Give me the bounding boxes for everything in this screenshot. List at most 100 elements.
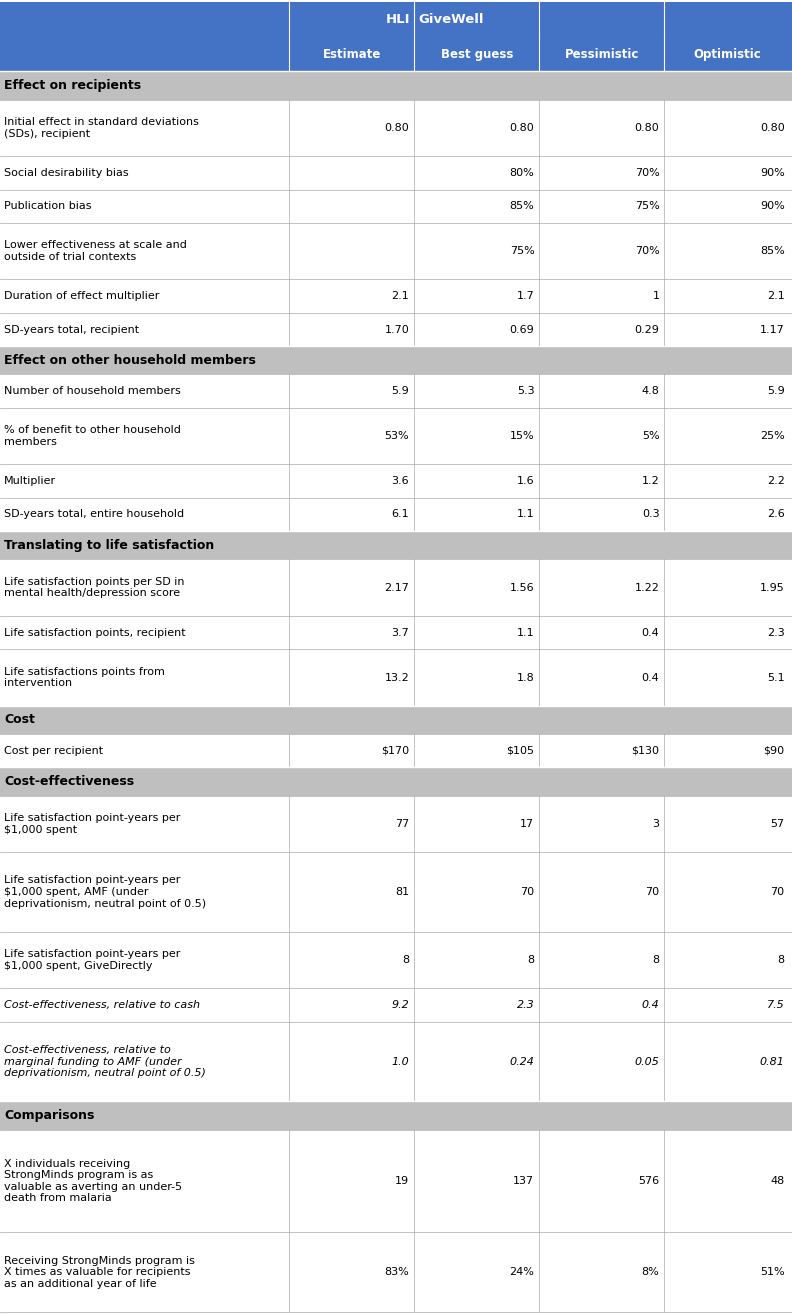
Text: 0.4: 0.4 <box>642 628 660 637</box>
Text: 3.6: 3.6 <box>391 476 409 486</box>
Text: X individuals receiving
StrongMinds program is as
valuable as averting an under-: X individuals receiving StrongMinds prog… <box>4 1159 182 1204</box>
Text: 75%: 75% <box>509 246 535 256</box>
Text: 24%: 24% <box>509 1267 535 1277</box>
Bar <box>0 767 792 796</box>
Text: $170: $170 <box>381 746 409 756</box>
Text: Cost-effectiveness, relative to cash: Cost-effectiveness, relative to cash <box>4 1000 200 1010</box>
Text: 0.80: 0.80 <box>760 124 785 133</box>
Text: $105: $105 <box>506 746 535 756</box>
Text: 70%: 70% <box>634 168 660 177</box>
Text: 19: 19 <box>395 1176 409 1187</box>
Text: 1: 1 <box>653 292 660 301</box>
Text: 5%: 5% <box>642 431 660 442</box>
Text: Optimistic: Optimistic <box>693 49 761 62</box>
Text: Life satisfaction points per SD in
mental health/depression score: Life satisfaction points per SD in menta… <box>4 577 185 598</box>
Text: Life satisfaction point-years per
$1,000 spent, AMF (under
deprivationism, neutr: Life satisfaction point-years per $1,000… <box>4 875 206 908</box>
Text: 0.05: 0.05 <box>634 1056 660 1067</box>
Bar <box>0 407 792 464</box>
Text: 1.17: 1.17 <box>760 325 785 335</box>
Text: Initial effect in standard deviations
(SDs), recipient: Initial effect in standard deviations (S… <box>4 117 199 139</box>
Text: 1.22: 1.22 <box>634 582 660 593</box>
Text: 1.56: 1.56 <box>510 582 535 593</box>
Bar <box>0 223 792 280</box>
Text: $90: $90 <box>763 746 785 756</box>
Text: Cost-effectiveness, relative to
marginal funding to AMF (under
deprivationism, n: Cost-effectiveness, relative to marginal… <box>4 1045 206 1079</box>
Text: 9.2: 9.2 <box>391 1000 409 1010</box>
Text: SD-years total, recipient: SD-years total, recipient <box>4 325 139 335</box>
Bar <box>0 1022 792 1101</box>
Text: Life satisfaction point-years per
$1,000 spent, GiveDirectly: Life satisfaction point-years per $1,000… <box>4 949 181 971</box>
Text: Life satisfaction point-years per
$1,000 spent: Life satisfaction point-years per $1,000… <box>4 813 181 834</box>
Text: 5.1: 5.1 <box>767 673 785 682</box>
Text: HLI: HLI <box>386 13 410 26</box>
Bar <box>0 346 792 374</box>
Text: 0.4: 0.4 <box>642 1000 660 1010</box>
Bar <box>0 280 792 313</box>
Text: 13.2: 13.2 <box>384 673 409 682</box>
Text: 85%: 85% <box>760 246 785 256</box>
Bar <box>0 156 792 189</box>
Text: 70: 70 <box>520 887 535 897</box>
Bar <box>0 988 792 1022</box>
Text: 8: 8 <box>653 955 660 964</box>
Text: 8%: 8% <box>642 1267 660 1277</box>
Text: Receiving StrongMinds program is
X times as valuable for recipients
as an additi: Receiving StrongMinds program is X times… <box>4 1256 195 1289</box>
Text: 1.2: 1.2 <box>642 476 660 486</box>
Text: Lower effectiveness at scale and
outside of trial contexts: Lower effectiveness at scale and outside… <box>4 240 187 261</box>
Bar <box>0 932 792 988</box>
Text: 0.24: 0.24 <box>509 1056 535 1067</box>
Text: 576: 576 <box>638 1176 660 1187</box>
Bar <box>0 38 792 71</box>
Text: 48: 48 <box>771 1176 785 1187</box>
Text: Translating to life satisfaction: Translating to life satisfaction <box>4 539 215 552</box>
Text: 53%: 53% <box>385 431 409 442</box>
Text: 90%: 90% <box>760 168 785 177</box>
Bar <box>0 853 792 932</box>
Text: 70: 70 <box>771 887 785 897</box>
Text: 3.7: 3.7 <box>391 628 409 637</box>
Text: 0.69: 0.69 <box>509 325 535 335</box>
Bar <box>0 735 792 767</box>
Text: 2.1: 2.1 <box>391 292 409 301</box>
Text: 7.5: 7.5 <box>767 1000 785 1010</box>
Text: Multiplier: Multiplier <box>4 476 56 486</box>
Text: $130: $130 <box>631 746 660 756</box>
Text: 51%: 51% <box>760 1267 785 1277</box>
Bar <box>0 464 792 498</box>
Bar <box>0 189 792 223</box>
Text: 57: 57 <box>771 819 785 829</box>
Text: 0.80: 0.80 <box>384 124 409 133</box>
Text: 4.8: 4.8 <box>642 386 660 396</box>
Bar <box>0 71 792 100</box>
Bar <box>0 616 792 649</box>
Text: 1.0: 1.0 <box>391 1056 409 1067</box>
Bar <box>0 706 792 735</box>
Text: 80%: 80% <box>509 168 535 177</box>
Text: Duration of effect multiplier: Duration of effect multiplier <box>4 292 159 301</box>
Bar <box>0 796 792 853</box>
Text: 90%: 90% <box>760 201 785 212</box>
Text: 5.9: 5.9 <box>767 386 785 396</box>
Text: 25%: 25% <box>760 431 785 442</box>
Bar <box>0 1130 792 1233</box>
Text: 85%: 85% <box>509 201 535 212</box>
Text: Publication bias: Publication bias <box>4 201 92 212</box>
Text: Cost-effectiveness: Cost-effectiveness <box>4 775 134 788</box>
Text: Comparisons: Comparisons <box>4 1109 94 1122</box>
Bar <box>0 498 792 531</box>
Text: 0.80: 0.80 <box>509 124 535 133</box>
Text: Social desirability bias: Social desirability bias <box>4 168 128 177</box>
Bar <box>0 1233 792 1311</box>
Text: 2.2: 2.2 <box>767 476 785 486</box>
Text: Number of household members: Number of household members <box>4 386 181 396</box>
Text: 0.3: 0.3 <box>642 510 660 519</box>
Text: GiveWell: GiveWell <box>418 13 484 26</box>
Text: 75%: 75% <box>634 201 660 212</box>
Text: 0.80: 0.80 <box>634 124 660 133</box>
Bar <box>0 560 792 616</box>
Text: Estimate: Estimate <box>322 49 381 62</box>
Text: 1.1: 1.1 <box>516 628 535 637</box>
Text: 0.4: 0.4 <box>642 673 660 682</box>
Text: 83%: 83% <box>384 1267 409 1277</box>
Text: 70: 70 <box>645 887 660 897</box>
